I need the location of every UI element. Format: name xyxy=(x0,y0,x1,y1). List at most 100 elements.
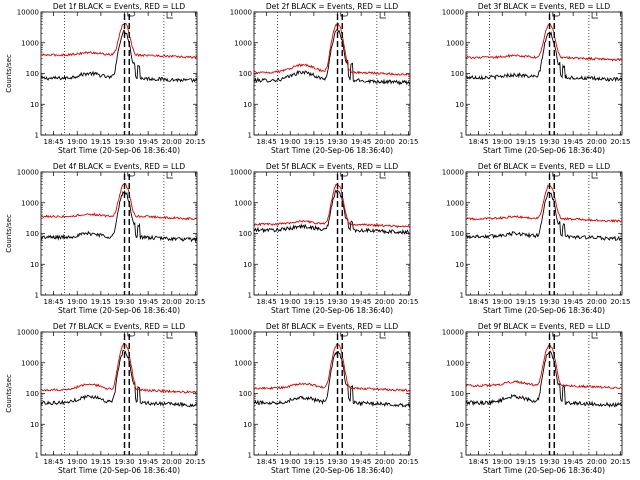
y-tick-label: 10000 xyxy=(17,9,39,17)
x-tick-label: 19:30 xyxy=(327,298,347,306)
x-tick-label: 20:15 xyxy=(185,138,205,146)
time-marker-bracket xyxy=(127,11,136,17)
x-tick-label: 18:45 xyxy=(44,458,64,466)
x-tick-label: 19:00 xyxy=(67,138,87,146)
events-series-line xyxy=(253,350,411,409)
x-tick-label: 20:00 xyxy=(375,458,395,466)
x-axis-label: Start Time (20-Sep-06 18:36:40) xyxy=(483,146,605,155)
x-tick-label: 19:45 xyxy=(138,458,158,466)
x-tick-label: 20:00 xyxy=(375,298,395,306)
panel-title: Det 6f BLACK = Events, RED = LLD xyxy=(478,162,611,171)
time-marker-corner xyxy=(379,12,387,19)
x-tick-label: 19:45 xyxy=(563,298,583,306)
x-axis-label: Start Time (20-Sep-06 18:36:40) xyxy=(58,306,180,315)
time-marker-corner xyxy=(591,332,599,339)
x-tick-label: 20:00 xyxy=(587,298,607,306)
x-tick-label: 20:00 xyxy=(162,138,182,146)
x-tick-label: 18:45 xyxy=(44,298,64,306)
lld-series-line xyxy=(41,342,197,394)
x-tick-label: 19:00 xyxy=(492,138,512,146)
x-tick-label: 20:15 xyxy=(398,298,418,306)
x-tick-label: 19:45 xyxy=(351,458,371,466)
panel-title: Det 7f BLACK = Events, RED = LLD xyxy=(53,322,186,331)
y-tick-label: 10000 xyxy=(230,169,252,177)
time-marker-corner xyxy=(591,12,599,19)
panel-det-5: Det 5f BLACK = Events, RED = LLD 1 10 100 10… xyxy=(230,162,419,315)
y-tick-label: 10 xyxy=(243,421,252,429)
time-marker-bracket xyxy=(552,11,561,17)
time-marker-bracket xyxy=(552,171,561,177)
y-tick-label: 1000 xyxy=(446,39,464,47)
x-tick-label: 19:00 xyxy=(492,298,512,306)
x-tick-label: 19:15 xyxy=(304,458,324,466)
y-tick-label: 100 xyxy=(451,390,464,398)
y-tick-label: 1 xyxy=(35,292,39,300)
x-tick-label: 19:15 xyxy=(91,138,111,146)
events-series-line xyxy=(253,28,411,86)
time-marker-bracket xyxy=(127,331,136,337)
panel-det-9: Det 9f BLACK = Events, RED = LLD 1 10 100 10… xyxy=(442,322,631,475)
x-tick-label: 19:15 xyxy=(304,138,324,146)
panel-title: Det 8f BLACK = Events, RED = LLD xyxy=(266,322,399,331)
y-tick-label: 10 xyxy=(243,261,252,269)
time-marker-bracket xyxy=(340,11,349,17)
x-tick-label: 19:45 xyxy=(563,458,583,466)
y-tick-label: 1000 xyxy=(446,359,464,367)
x-tick-label: 19:00 xyxy=(280,458,300,466)
events-series-line xyxy=(40,190,198,243)
x-tick-label: 19:45 xyxy=(563,138,583,146)
x-tick-label: 19:30 xyxy=(539,138,559,146)
x-tick-label: 18:45 xyxy=(257,138,277,146)
y-tick-label: 10 xyxy=(243,101,252,109)
panel-det-6: Det 6f BLACK = Events, RED = LLD 1 10 100 10… xyxy=(442,162,631,315)
x-tick-label: 19:15 xyxy=(516,458,536,466)
y-tick-label: 10 xyxy=(30,421,39,429)
x-tick-label: 20:00 xyxy=(375,138,395,146)
x-tick-label: 18:45 xyxy=(44,138,64,146)
x-tick-label: 20:15 xyxy=(398,138,418,146)
events-series-line xyxy=(253,189,411,235)
panel-title: Det 2f BLACK = Events, RED = LLD xyxy=(266,2,399,11)
y-tick-label: 1 xyxy=(460,452,464,460)
x-tick-label: 19:00 xyxy=(67,298,87,306)
x-tick-label: 19:15 xyxy=(91,458,111,466)
x-tick-label: 18:45 xyxy=(469,298,489,306)
y-axis-label: Counts/sec xyxy=(5,374,13,413)
x-tick-label: 19:30 xyxy=(114,298,134,306)
y-tick-label: 1000 xyxy=(21,359,39,367)
time-marker-bracket xyxy=(552,331,561,337)
x-tick-label: 19:00 xyxy=(67,458,87,466)
y-axis-label: Counts/sec xyxy=(5,54,13,93)
panel-title: Det 4f BLACK = Events, RED = LLD xyxy=(53,162,186,171)
x-tick-label: 20:00 xyxy=(162,298,182,306)
panel-det-4: Det 4f BLACK = Events, RED = LLD 1 10 100 10… xyxy=(5,162,206,315)
time-marker-corner xyxy=(591,172,599,179)
panel-det-2: Det 2f BLACK = Events, RED = LLD 1 10 100 10… xyxy=(230,2,419,155)
time-marker-corner xyxy=(166,332,174,339)
y-tick-label: 100 xyxy=(451,70,464,78)
x-tick-label: 20:15 xyxy=(185,298,205,306)
y-tick-label: 1 xyxy=(248,132,252,140)
y-tick-label: 1000 xyxy=(234,199,252,207)
x-tick-label: 19:30 xyxy=(327,138,347,146)
x-tick-label: 20:15 xyxy=(185,458,205,466)
events-series-line xyxy=(465,191,623,242)
x-tick-label: 20:00 xyxy=(587,138,607,146)
time-marker-corner xyxy=(166,12,174,19)
y-tick-label: 1 xyxy=(460,292,464,300)
x-axis-label: Start Time (20-Sep-06 18:36:40) xyxy=(271,466,393,475)
x-tick-label: 18:45 xyxy=(469,138,489,146)
time-marker-bracket xyxy=(340,331,349,337)
x-tick-label: 19:45 xyxy=(351,298,371,306)
lld-series-line xyxy=(41,22,198,59)
panel-det-3: Det 3f BLACK = Events, RED = LLD 1 10 100 10… xyxy=(442,2,631,155)
y-tick-label: 100 xyxy=(26,230,39,238)
y-tick-label: 100 xyxy=(26,390,39,398)
x-axis-label: Start Time (20-Sep-06 18:36:40) xyxy=(271,306,393,315)
y-tick-label: 1000 xyxy=(21,199,39,207)
y-tick-label: 1 xyxy=(35,452,39,460)
time-marker-corner xyxy=(379,172,387,179)
x-tick-label: 19:00 xyxy=(280,138,300,146)
x-tick-label: 18:45 xyxy=(257,458,277,466)
